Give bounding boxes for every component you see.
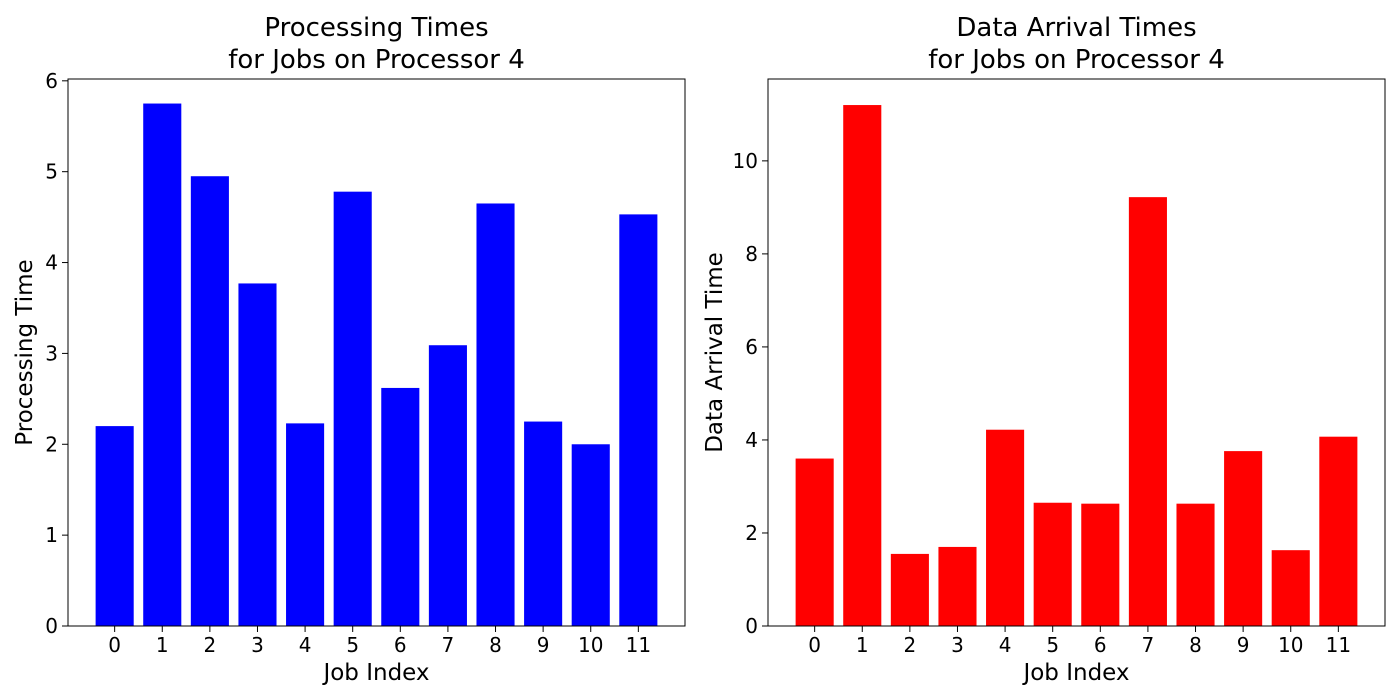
processing-title-line-1: Processing Times — [264, 13, 488, 43]
arrival-y-tick-label-2: 2 — [745, 521, 758, 545]
processing-x-axis-label: Job Index — [321, 660, 429, 686]
arrival-bar-11 — [1319, 436, 1358, 626]
arrival-bar-1 — [843, 105, 882, 627]
processing-bar-1 — [143, 103, 182, 627]
arrival-x-tick-label-9: 9 — [1237, 633, 1250, 657]
processing-bar-9 — [524, 421, 563, 626]
arrival-title-line-1: Data Arrival Times — [956, 13, 1196, 43]
processing-x-tick-label-2: 2 — [204, 633, 217, 657]
arrival-x-tick-label-7: 7 — [1142, 633, 1155, 657]
arrival-bar-6 — [1081, 503, 1120, 626]
arrival-bar-7 — [1128, 197, 1167, 626]
processing-bar-0 — [95, 426, 134, 626]
arrival-bar-4 — [986, 429, 1025, 626]
arrival-x-tick-label-8: 8 — [1189, 633, 1202, 657]
arrival-x-tick-label-4: 4 — [999, 633, 1012, 657]
arrival-x-tick-label-0: 0 — [808, 633, 821, 657]
processing-x-tick-label-7: 7 — [442, 633, 455, 657]
processing-bar-10 — [571, 444, 610, 626]
processing-title-line-2: for Jobs on Processor 4 — [228, 45, 525, 75]
processing-bar-7 — [428, 345, 467, 626]
processing-y-axis-label: Processing Time — [12, 259, 38, 445]
arrival-title-line-2: for Jobs on Processor 4 — [928, 45, 1225, 75]
processing-times-chart: 0 1 2 3 4 5 6 7 8 9 10 11 0 1 2 3 4 5 6 Processing Times for… — [12, 13, 686, 686]
processing-bar-2 — [190, 176, 229, 627]
arrival-x-tick-label-2: 2 — [904, 633, 917, 657]
processing-x-tick-label-1: 1 — [156, 633, 169, 657]
processing-x-tick-label-5: 5 — [346, 633, 359, 657]
processing-y-tick-label-6: 6 — [45, 69, 58, 93]
processing-y-tick-label-3: 3 — [45, 341, 58, 365]
arrival-x-tick-label-5: 5 — [1046, 633, 1059, 657]
processing-x-tick-label-0: 0 — [108, 633, 121, 657]
processing-y-tick-label-0: 0 — [45, 614, 58, 638]
arrival-bar-3 — [938, 546, 977, 626]
processing-x-tick-label-8: 8 — [489, 633, 502, 657]
arrival-y-tick-label-4: 4 — [745, 428, 758, 452]
arrival-x-tick-label-10: 10 — [1278, 633, 1303, 657]
arrival-bar-2 — [890, 553, 929, 626]
processing-x-tick-label-6: 6 — [394, 633, 407, 657]
processing-x-tick-label-9: 9 — [537, 633, 550, 657]
arrival-y-tick-label-8: 8 — [745, 242, 758, 266]
processing-x-tick-label-10: 10 — [578, 633, 603, 657]
arrival-axes-frame — [767, 78, 1386, 627]
processing-bar-8 — [476, 203, 515, 626]
arrival-bar-8 — [1176, 503, 1215, 626]
arrival-y-tick-label-0: 0 — [745, 614, 758, 638]
arrival-bar-9 — [1224, 451, 1263, 626]
processing-bar-3 — [238, 283, 277, 626]
arrival-bar-5 — [1033, 502, 1072, 626]
processing-x-tick-label-11: 11 — [626, 633, 651, 657]
processing-y-tick-label-1: 1 — [45, 523, 58, 547]
processing-bar-4 — [286, 423, 325, 626]
processing-x-tick-label-4: 4 — [299, 633, 312, 657]
arrival-x-tick-label-1: 1 — [856, 633, 869, 657]
arrival-bar-0 — [795, 458, 834, 626]
processing-bar-11 — [619, 214, 658, 627]
processing-y-tick-label-4: 4 — [45, 251, 58, 275]
arrival-y-tick-label-6: 6 — [745, 335, 758, 359]
arrival-y-tick-label-10: 10 — [733, 149, 758, 173]
processing-bar-6 — [381, 387, 420, 626]
data-arrival-times-chart: 0 1 2 3 4 5 6 7 8 9 10 11 0 2 4 6 8 10 Data Arrival Times f… — [702, 13, 1386, 686]
processing-bar-5 — [333, 191, 372, 627]
arrival-x-tick-label-6: 6 — [1094, 633, 1107, 657]
arrival-x-tick-label-11: 11 — [1326, 633, 1351, 657]
processing-y-tick-label-5: 5 — [45, 160, 58, 184]
processing-chart-title: Processing Times for Jobs on Processor 4 — [228, 13, 525, 75]
arrival-chart-title: Data Arrival Times for Jobs on Processor … — [928, 13, 1225, 75]
processing-axes-frame — [67, 78, 686, 627]
processing-x-tick-label-3: 3 — [251, 633, 264, 657]
processing-y-tick-label-2: 2 — [45, 432, 58, 456]
arrival-bar-10 — [1271, 550, 1310, 626]
arrival-y-axis-label: Data Arrival Time — [702, 252, 728, 453]
arrival-x-axis-label: Job Index — [1021, 660, 1129, 686]
arrival-x-tick-label-3: 3 — [951, 633, 964, 657]
